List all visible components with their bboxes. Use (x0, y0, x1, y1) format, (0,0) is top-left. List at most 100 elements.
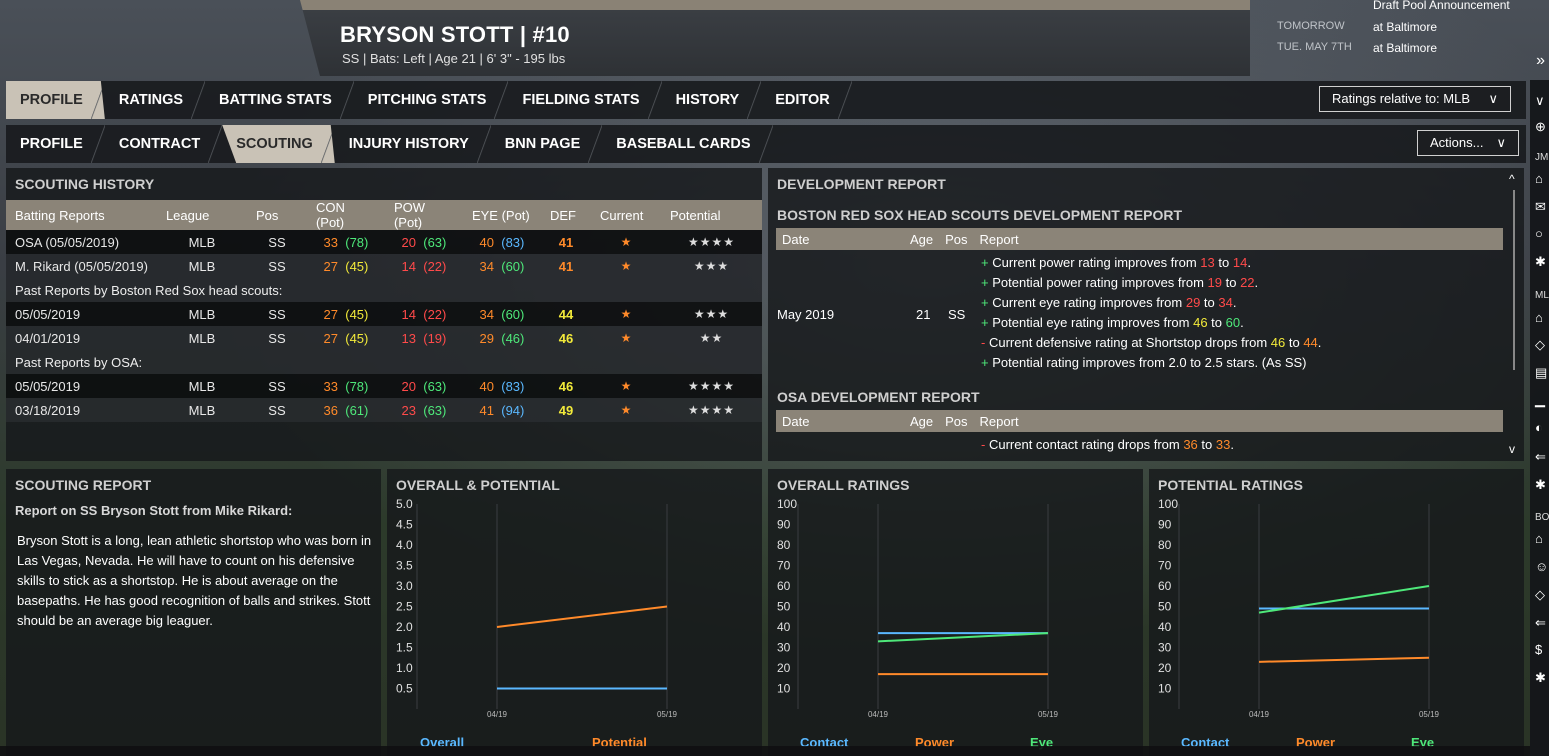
tab-contract[interactable]: CONTRACT (105, 125, 223, 163)
tab-history[interactable]: HISTORY (662, 81, 762, 119)
potential-stars: ★★ (660, 326, 762, 350)
scroll-down-icon[interactable]: v (1509, 442, 1515, 456)
report-eye: 40 (83) (462, 374, 541, 398)
tag-icon[interactable]: ◇ (1535, 337, 1545, 352)
table-row[interactable]: 05/05/2019 MLB SS 33 (78) 20 (63) 40 (83) 46 ★ ★… (6, 374, 762, 398)
report-name: 05/05/2019 (6, 302, 157, 326)
potential-stars: ★★★ (660, 254, 762, 278)
table-row[interactable]: 04/01/2019 MLB SS 27 (45) 13 (19) 29 (46) 46 ★ ★… (6, 326, 762, 350)
search-icon[interactable]: ○ (1535, 226, 1543, 241)
dev-line-from: 46 (1270, 335, 1286, 350)
ratings-relative-select[interactable]: Ratings relative to: MLB ∨ (1319, 86, 1511, 112)
pow-pot-value: (63) (423, 234, 447, 250)
gear-icon[interactable]: ✱ (1535, 477, 1546, 492)
dollar-icon[interactable]: $ (1535, 642, 1543, 657)
report-eye: 29 (46) (462, 326, 541, 350)
dev-line-from: 36 (1183, 437, 1198, 452)
chevron-right-icon[interactable]: » (1536, 52, 1545, 69)
sub-tabs: PROFILE CONTRACT SCOUTING INJURY HISTORY… (6, 125, 1526, 163)
table-row[interactable]: M. Rikard (05/05/2019) MLB SS 27 (45) 14 (22… (6, 254, 762, 278)
dev-line: + Potential eye rating improves from 46 … (981, 313, 1321, 333)
col-def[interactable]: DEF (540, 200, 591, 230)
mail-icon[interactable]: ✉ (1535, 199, 1546, 214)
schedule-value-2[interactable]: at Baltimore (1373, 41, 1438, 55)
dev-line: - Current contact rating drops from 36 t… (981, 435, 1234, 455)
dev-header-row: Date Age Pos Report (776, 228, 1503, 250)
table-row[interactable]: 05/05/2019 MLB SS 27 (45) 14 (22) 34 (60) 44 ★ ★… (6, 302, 762, 326)
y-tick-label: 60 (1158, 579, 1172, 593)
report-pow: 13 (19) (384, 326, 463, 350)
scouting-report-subtitle: Report on SS Bryson Stott from Mike Rika… (15, 503, 293, 518)
report-pos: SS (246, 398, 307, 422)
ball-icon[interactable]: ◐ (1535, 420, 1543, 435)
con-value: 36 (323, 402, 338, 418)
globe-icon[interactable]: ⊕ (1535, 119, 1546, 134)
gear-icon[interactable]: ✱ (1535, 254, 1546, 269)
ratings-relative-label: Ratings relative to: MLB (1332, 91, 1471, 106)
dev-subtitle-bos: BOSTON RED SOX HEAD SCOUTS DEVELOPMENT R… (777, 207, 1183, 223)
dev-line-to: 22 (1240, 275, 1255, 290)
dev-entry-pos: SS (948, 307, 966, 322)
overall-potential-chart-panel: OVERALL & POTENTIAL 04/19 05/19 5.0 4.5 4.0 3… (387, 469, 762, 756)
col-con[interactable]: CON (Pot) (306, 200, 385, 230)
col-league[interactable]: League (156, 200, 247, 230)
tab-sub-profile[interactable]: PROFILE (6, 125, 105, 163)
col-batting-reports[interactable]: Batting Reports (6, 200, 157, 230)
y-tick-label: 50 (1158, 600, 1172, 614)
table-row[interactable]: 03/18/2019 MLB SS 36 (61) 23 (63) 41 (94) 49 ★ ★… (6, 398, 762, 422)
col-pow[interactable]: POW (Pot) (384, 200, 463, 230)
dev-col-report: Report (973, 410, 1503, 432)
tab-ratings[interactable]: RATINGS (105, 81, 206, 119)
table-row[interactable]: OSA (05/05/2019) MLB SS 33 (78) 20 (63) 40 (8… (6, 230, 762, 254)
scroll-up-icon[interactable]: ^ (1509, 172, 1515, 186)
table-header-row: Batting Reports League Pos CON (Pot) POW… (6, 200, 762, 230)
tab-injury-history[interactable]: INJURY HISTORY (335, 125, 491, 163)
tab-profile[interactable]: PROFILE (6, 81, 105, 119)
dev-line-text: Potential power rating improves from (992, 275, 1208, 290)
tab-fielding-stats[interactable]: FIELDING STATS (508, 81, 662, 119)
report-league: MLB (156, 302, 247, 326)
list-icon[interactable]: ▤ (1535, 365, 1548, 380)
transfer-icon[interactable]: ⇐ (1535, 615, 1546, 630)
people-icon[interactable]: ☺ (1535, 559, 1549, 574)
home-icon[interactable]: ⌂ (1535, 531, 1543, 546)
tag-icon[interactable]: ◇ (1535, 587, 1545, 602)
report-con: 27 (45) (306, 254, 385, 278)
chevron-down-icon[interactable]: ∨ (1535, 93, 1545, 108)
report-league: MLB (156, 254, 247, 278)
scouting-report-title: SCOUTING REPORT (15, 477, 152, 493)
gear-icon[interactable]: ✱ (1535, 670, 1546, 685)
pow-pot-value: (19) (423, 330, 447, 346)
tab-batting-stats[interactable]: BATTING STATS (205, 81, 354, 119)
actions-label: Actions... (1430, 135, 1484, 150)
col-eye[interactable]: EYE (Pot) (462, 200, 541, 230)
bottom-scrollbar[interactable] (0, 746, 1530, 756)
tab-scouting[interactable]: SCOUTING (222, 125, 335, 163)
tab-pitching-stats[interactable]: PITCHING STATS (354, 81, 509, 119)
col-potential[interactable]: Potential (660, 200, 762, 230)
dev-line-end: . (1240, 315, 1244, 330)
y-tick-label: 100 (1158, 497, 1178, 511)
eye-value: 29 (479, 330, 494, 346)
transfer-icon[interactable]: ⇐ (1535, 449, 1546, 464)
home-icon[interactable]: ⌂ (1535, 310, 1543, 325)
tab-bnn-page[interactable]: BNN PAGE (491, 125, 603, 163)
schedule-label-2: TUE. MAY 7TH (1277, 41, 1352, 53)
dev-scrollbar[interactable] (1513, 190, 1515, 370)
chart-icon[interactable]: ▁ (1535, 392, 1545, 407)
report-name: M. Rikard (05/05/2019) (6, 254, 157, 278)
col-current[interactable]: Current (590, 200, 661, 230)
schedule-value-1[interactable]: at Baltimore (1373, 20, 1438, 34)
col-pos[interactable]: Pos (246, 200, 307, 230)
tab-baseball-cards[interactable]: BASEBALL CARDS (602, 125, 773, 163)
y-tick-label: 3.5 (396, 559, 413, 573)
overall-ratings-chart-panel: OVERALL RATINGS 04/19 05/19 100 90 80 70 60 50 4… (768, 469, 1143, 756)
actions-select[interactable]: Actions... ∨ (1417, 130, 1519, 156)
series-line-eye (1258, 585, 1430, 614)
dev-line-end: . (1247, 255, 1251, 270)
pow-pot-value: (63) (423, 402, 447, 418)
y-tick-label: 70 (777, 559, 791, 573)
y-tick-label: 100 (777, 497, 797, 511)
home-icon[interactable]: ⌂ (1535, 171, 1543, 186)
tab-editor[interactable]: EDITOR (761, 81, 852, 119)
